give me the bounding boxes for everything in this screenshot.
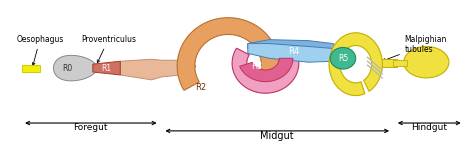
- Polygon shape: [120, 59, 196, 80]
- Text: Hindgut: Hindgut: [411, 123, 447, 132]
- Ellipse shape: [330, 47, 356, 69]
- Polygon shape: [240, 58, 293, 82]
- Text: R1: R1: [101, 64, 111, 73]
- Text: Proventriculus: Proventriculus: [81, 35, 136, 63]
- Text: Oesophagus: Oesophagus: [16, 35, 64, 66]
- Polygon shape: [22, 65, 40, 72]
- Polygon shape: [54, 55, 97, 81]
- Polygon shape: [393, 60, 407, 66]
- Text: R4: R4: [288, 47, 300, 56]
- Polygon shape: [329, 33, 383, 95]
- Polygon shape: [232, 48, 299, 93]
- Text: Midgut: Midgut: [260, 131, 294, 141]
- Ellipse shape: [404, 47, 449, 78]
- Text: Foregut: Foregut: [73, 123, 108, 132]
- Text: R5: R5: [338, 54, 348, 63]
- Polygon shape: [248, 40, 338, 55]
- Polygon shape: [248, 44, 338, 62]
- Text: R0: R0: [62, 64, 73, 73]
- Polygon shape: [375, 59, 397, 67]
- Text: R3: R3: [251, 62, 262, 71]
- Polygon shape: [93, 61, 120, 75]
- Text: Malpighian
tubules: Malpighian tubules: [383, 35, 447, 61]
- Text: R2: R2: [195, 83, 206, 92]
- Polygon shape: [177, 18, 279, 90]
- Polygon shape: [86, 64, 95, 72]
